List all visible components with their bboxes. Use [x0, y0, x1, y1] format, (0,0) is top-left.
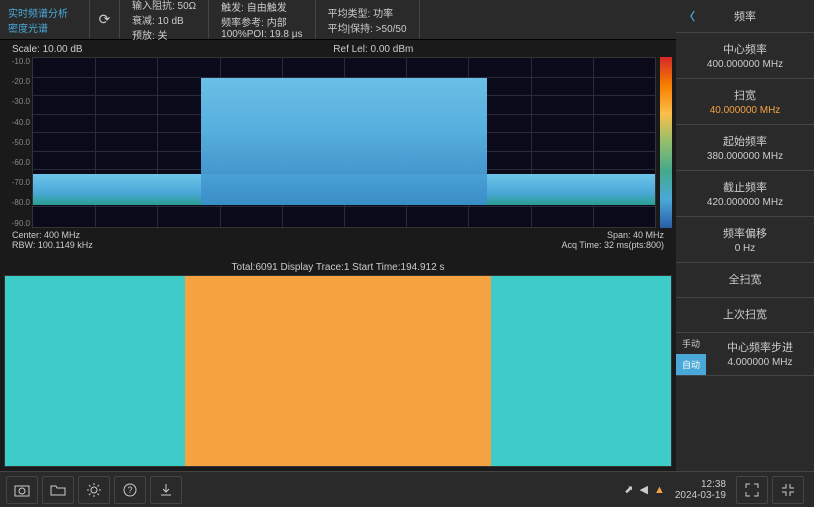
mode-line1: 实时频谱分析 — [8, 5, 81, 20]
svg-text:?: ? — [127, 485, 132, 495]
param-label: 频率偏移 — [684, 225, 806, 241]
loop-icon[interactable]: ⟳ — [90, 0, 120, 39]
waterfall-right — [491, 276, 671, 467]
waterfall-canvas[interactable] — [4, 275, 672, 468]
y-tick: -80.0 — [4, 198, 30, 207]
y-tick: -20.0 — [4, 77, 30, 86]
screenshot-button[interactable] — [6, 476, 38, 504]
waterfall-area: Total:6091 Display Trace:1 Start Time:19… — [0, 256, 676, 472]
step-label: 中心频率步进 — [712, 339, 808, 355]
avgtype-label: 平均类型: 功率 — [328, 5, 407, 20]
param-item-0[interactable]: 中心频率 400.000000 MHz — [676, 33, 814, 79]
y-axis: -10.0 -20.0 -30.0 -40.0 -50.0 -60.0 -70.0 -80.0… — [4, 57, 32, 228]
info-group-1: 输入阻抗: 50Ω 衰减: 10 dB 预放: 关 — [120, 0, 209, 39]
center-label: Center: 400 MHz — [12, 230, 93, 240]
waterfall-header: Total:6091 Display Trace:1 Start Time:19… — [4, 260, 672, 275]
freqref-label: 频率参考: 内部 — [221, 14, 302, 29]
param-value: 380.000000 MHz — [684, 151, 806, 162]
status-icons: ⬈ ◀ ▲ — [624, 483, 665, 496]
spectrum-canvas[interactable] — [32, 57, 656, 228]
download-button[interactable] — [150, 476, 182, 504]
param-label: 中心频率 — [684, 41, 806, 57]
param-label: 扫宽 — [684, 87, 806, 103]
date-label: 2024-03-19 — [675, 490, 726, 501]
signal-block — [201, 78, 487, 204]
step-tab-auto[interactable]: 自动 — [676, 354, 706, 375]
settings-button[interactable] — [78, 476, 110, 504]
waterfall-center — [185, 276, 491, 467]
step-info[interactable]: 中心频率步进 4.000000 MHz — [706, 333, 814, 375]
folder-button[interactable] — [42, 476, 74, 504]
rbw-label: RBW: 100.1149 kHz — [12, 240, 93, 250]
atten-label: 衰减: 10 dB — [132, 12, 196, 27]
y-tick: -30.0 — [4, 97, 30, 106]
scale-label: Scale: 10.00 dB — [12, 44, 83, 55]
param-value: 420.000000 MHz — [684, 197, 806, 208]
info-group-3: 平均类型: 功率 平均|保持: >50/50 — [316, 0, 420, 39]
param-item-5[interactable]: 全扫宽 — [676, 263, 814, 298]
mode-line2: 密度光谱 — [8, 20, 81, 35]
y-tick: -70.0 — [4, 178, 30, 187]
y-tick: -60.0 — [4, 158, 30, 167]
y-tick: -50.0 — [4, 138, 30, 147]
param-label: 上次扫宽 — [684, 306, 806, 322]
ref-label: Ref Lel: 0.00 dBm — [333, 44, 413, 55]
param-item-2[interactable]: 起始频率 380.000000 MHz — [676, 125, 814, 171]
param-item-4[interactable]: 频率偏移 0 Hz — [676, 217, 814, 263]
warning-icon: ▲ — [654, 484, 665, 496]
y-tick: -90.0 — [4, 219, 30, 228]
spectrum-area: Scale: 10.00 dB Ref Lel: 0.00 dBm -10.0-… — [0, 40, 676, 256]
collapse-button[interactable] — [772, 476, 804, 504]
param-label: 截止频率 — [684, 179, 806, 195]
help-button[interactable]: ? — [114, 476, 146, 504]
acq-label: Acq Time: 32 ms(pts:800) — [561, 240, 664, 250]
param-item-6[interactable]: 上次扫宽 — [676, 298, 814, 333]
param-label: 起始频率 — [684, 133, 806, 149]
expand-button[interactable] — [736, 476, 768, 504]
param-item-3[interactable]: 截止频率 420.000000 MHz — [676, 171, 814, 217]
step-value: 4.000000 MHz — [712, 357, 808, 368]
nav-icon: ◀ — [639, 483, 647, 496]
y-tick: -10.0 — [4, 57, 30, 66]
span-label: Span: 40 MHz — [561, 230, 664, 240]
right-panel: 〈 频率 中心频率 400.000000 MHz 扫宽 40.000000 MHz 起始… — [676, 0, 814, 471]
param-value: 40.000000 MHz — [684, 105, 806, 116]
y-tick: -40.0 — [4, 118, 30, 127]
trigger-label: 触发: 自由触发 — [221, 0, 302, 14]
gradient-scale — [660, 57, 672, 228]
param-value: 0 Hz — [684, 243, 806, 254]
right-panel-header: 〈 频率 — [676, 0, 814, 33]
poi-label: 100%POI: 19.8 μs — [221, 29, 302, 40]
bottom-bar: ? ⬈ ◀ ▲ 12:38 2024-03-19 — [0, 471, 814, 507]
hold-label: 平均|保持: >50/50 — [328, 20, 407, 35]
mode-label: 实时频谱分析 密度光谱 — [0, 0, 90, 39]
time-label: 12:38 — [675, 479, 726, 490]
param-item-1[interactable]: 扫宽 40.000000 MHz — [676, 79, 814, 125]
step-tab-manual[interactable]: 手动 — [676, 333, 706, 354]
info-group-2: 触发: 自由触发 频率参考: 内部 100%POI: 19.8 μs — [209, 0, 315, 39]
back-arrow-icon[interactable]: 〈 — [684, 8, 695, 24]
waterfall-left — [5, 276, 185, 467]
clock: 12:38 2024-03-19 — [675, 479, 726, 501]
usb-icon: ⬈ — [624, 483, 633, 496]
param-label: 全扫宽 — [684, 271, 806, 287]
impedance-label: 输入阻抗: 50Ω — [132, 0, 196, 12]
param-value: 400.000000 MHz — [684, 59, 806, 70]
right-panel-title: 频率 — [734, 8, 756, 24]
step-section: 手动 自动 中心频率步进 4.000000 MHz — [676, 333, 814, 376]
